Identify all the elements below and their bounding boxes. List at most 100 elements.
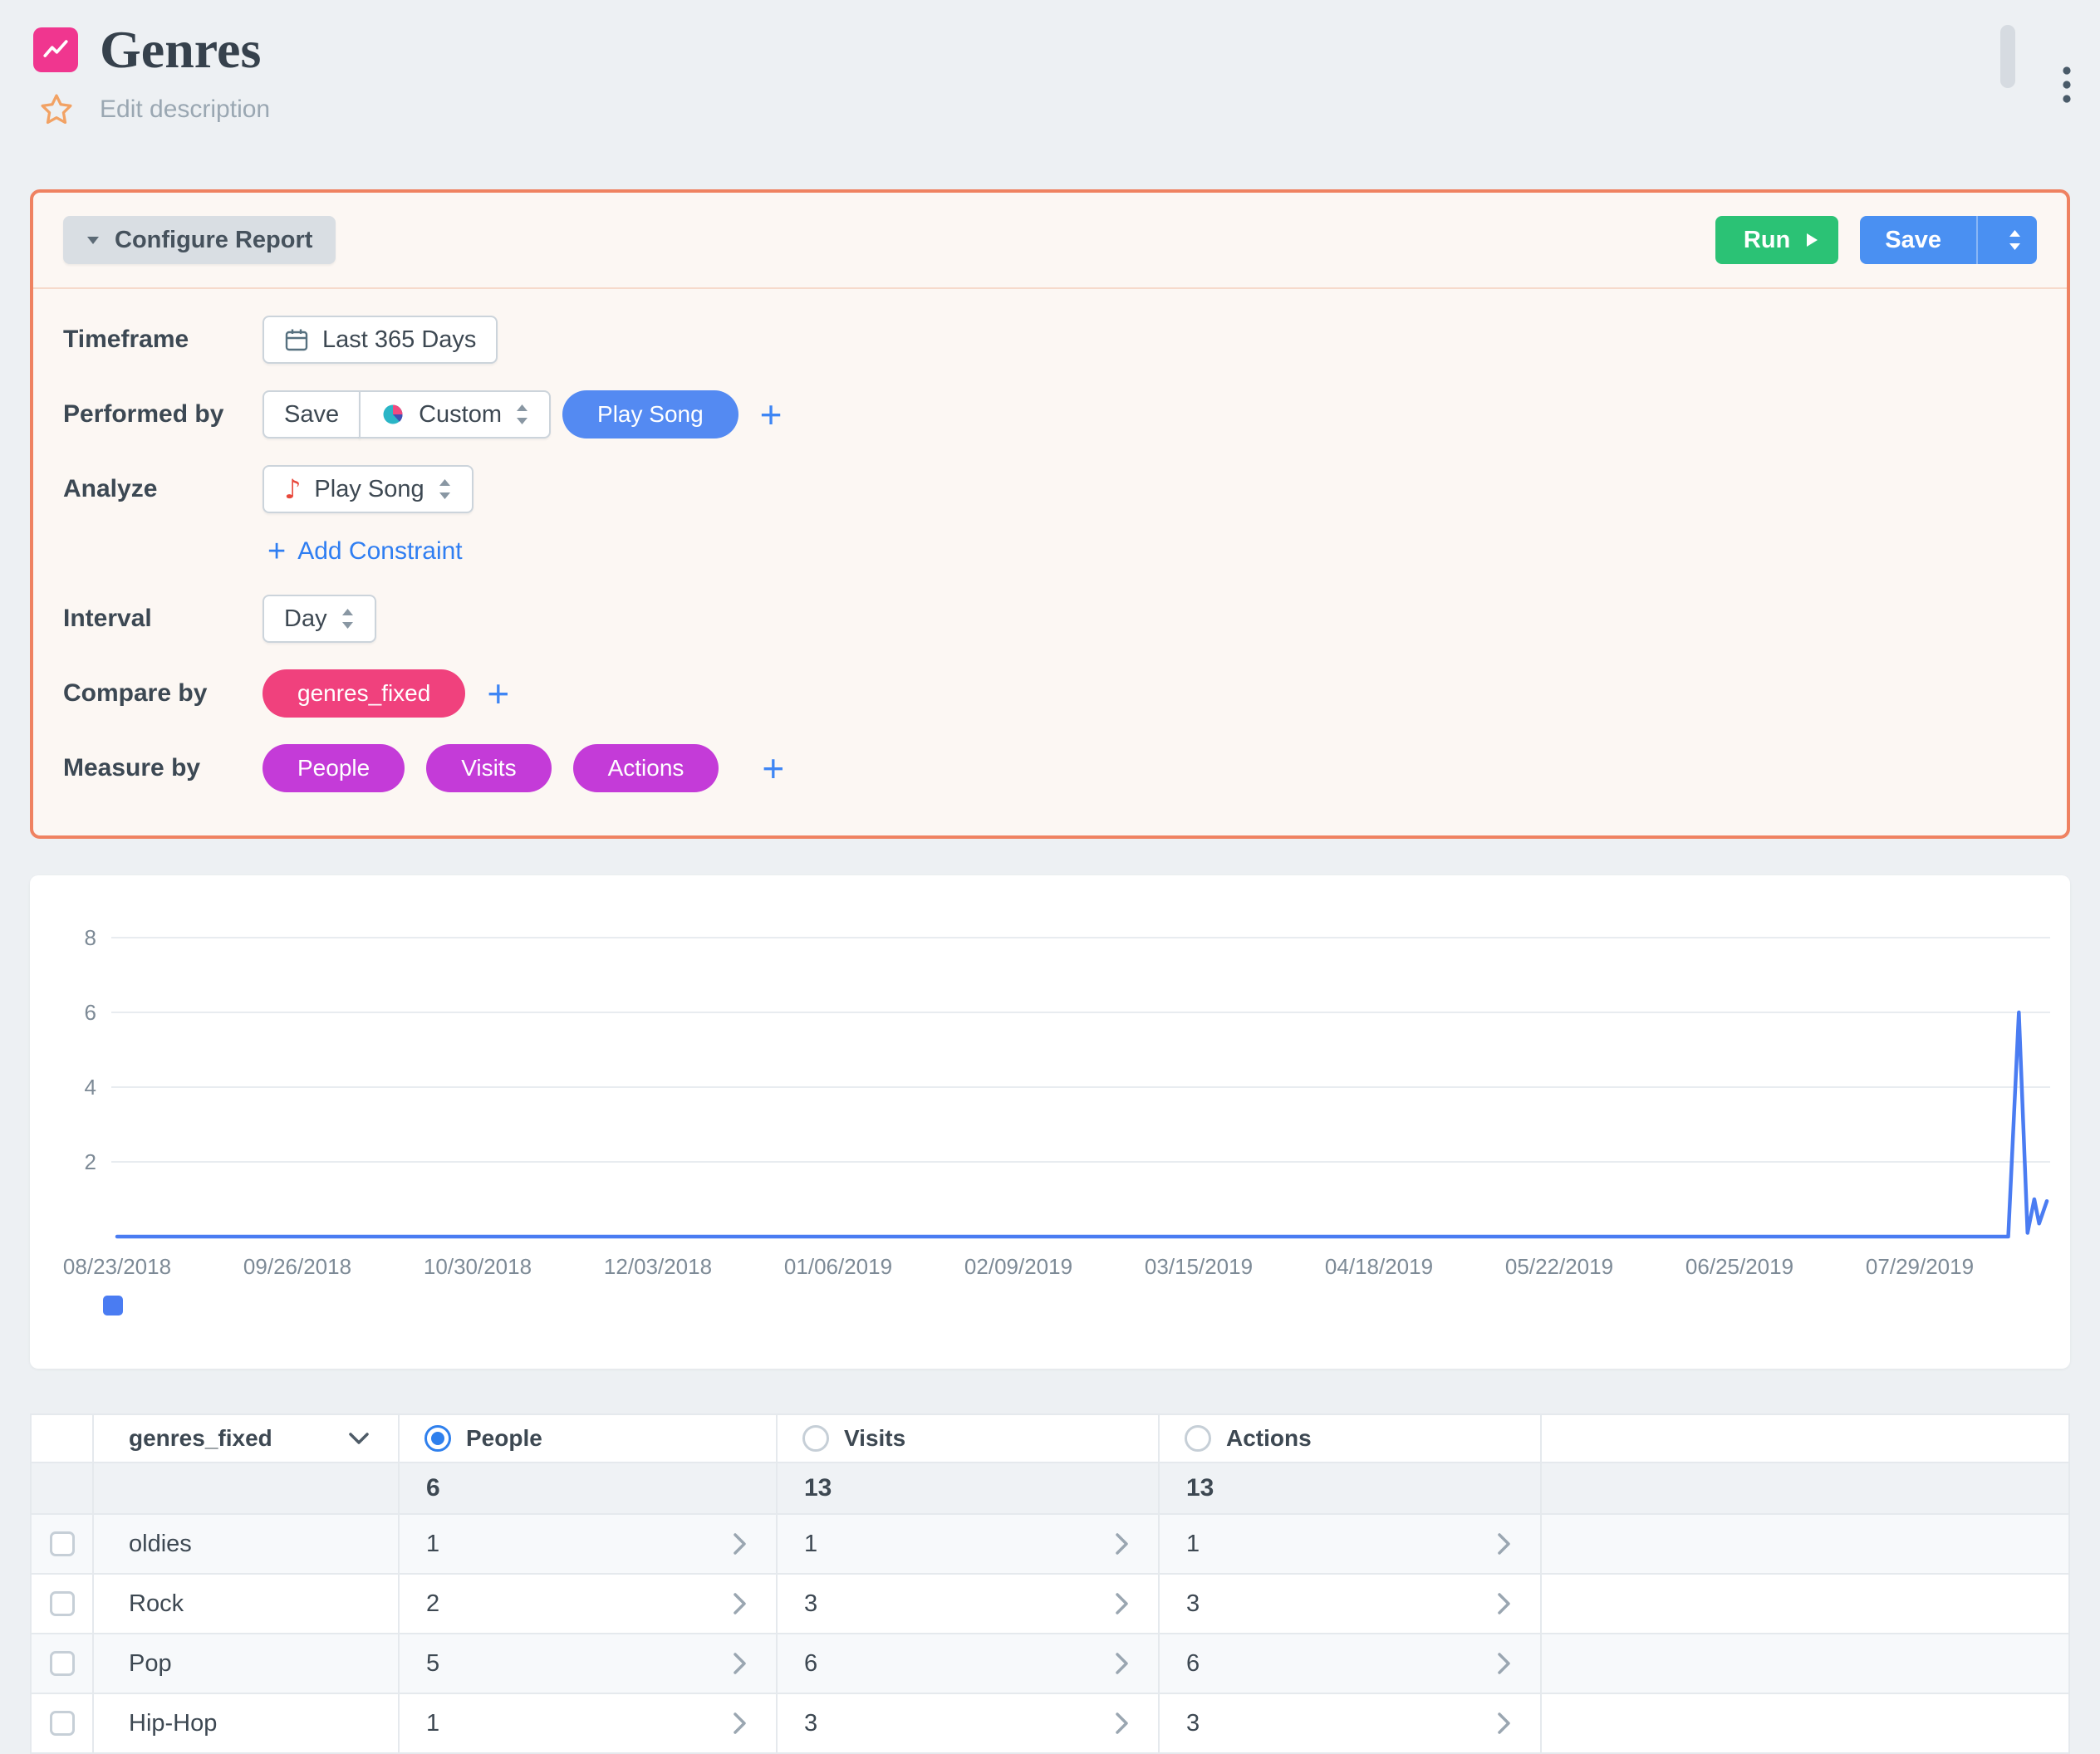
save-button[interactable]: Save — [1860, 216, 2037, 264]
plus-icon: + — [267, 534, 287, 569]
save-split-divider — [1976, 216, 1978, 264]
panel-actions: Run Save — [1715, 216, 2037, 264]
report-type-icon — [33, 27, 78, 72]
header-checkbox-cell — [30, 1413, 94, 1463]
row-checkbox[interactable] — [49, 1591, 75, 1616]
title-block: Genres Edit description — [33, 23, 270, 128]
table-row: Rock 2 3 3 — [30, 1573, 2070, 1634]
svg-text:06/25/2019: 06/25/2019 — [1685, 1254, 1793, 1279]
cell-value: 1 — [426, 1530, 440, 1557]
segment-save-button[interactable]: Save — [262, 390, 361, 438]
svg-text:08/23/2018: 08/23/2018 — [63, 1254, 171, 1279]
configure-report-button[interactable]: Configure Report — [63, 216, 336, 264]
visits-value-cell[interactable]: 1 — [778, 1531, 1158, 1558]
chevron-right-icon[interactable] — [1497, 1651, 1512, 1676]
timeframe-button[interactable]: Last 365 Days — [262, 316, 498, 364]
svg-text:6: 6 — [85, 1000, 96, 1025]
svg-text:05/22/2019: 05/22/2019 — [1505, 1254, 1613, 1279]
visits-value-cell[interactable]: 3 — [778, 1590, 1158, 1618]
actions-radio[interactable] — [1185, 1425, 1211, 1452]
chevron-right-icon[interactable] — [1115, 1531, 1130, 1556]
svg-text:4: 4 — [85, 1075, 96, 1100]
compare-by-label: Compare by — [63, 679, 208, 707]
performed-by-event-pill[interactable]: Play Song — [562, 390, 738, 438]
people-label: People — [466, 1425, 542, 1451]
measure-pill[interactable]: Visits — [426, 744, 552, 792]
row-checkbox[interactable] — [49, 1711, 75, 1736]
people-value-cell[interactable]: 1 — [400, 1710, 776, 1737]
visits-value-cell[interactable]: 6 — [778, 1650, 1158, 1678]
actions-value-cell[interactable]: 6 — [1160, 1650, 1540, 1678]
chevron-right-icon[interactable] — [1115, 1651, 1130, 1676]
cell-value: 6 — [804, 1649, 818, 1677]
scrollbar-thumb[interactable] — [2000, 25, 2015, 88]
people-value-cell[interactable]: 2 — [400, 1590, 776, 1618]
add-performed-by-button[interactable]: + — [752, 395, 791, 434]
chevron-right-icon[interactable] — [1115, 1711, 1130, 1736]
edit-description-link[interactable]: Edit description — [100, 96, 271, 123]
header-people: People — [398, 1413, 778, 1463]
actions-value-cell[interactable]: 1 — [1160, 1531, 1540, 1558]
chevron-right-icon[interactable] — [1115, 1591, 1130, 1616]
people-radio[interactable] — [424, 1425, 451, 1452]
add-measure-button[interactable]: + — [753, 749, 792, 787]
segment-custom-dropdown[interactable]: Custom — [359, 390, 552, 438]
header-genres-fixed[interactable]: genres_fixed — [92, 1413, 400, 1463]
measure-by-row: Measure by People Visits Actions + — [63, 744, 2037, 792]
chevron-down-icon[interactable] — [348, 1432, 370, 1445]
measure-pill[interactable]: People — [262, 744, 405, 792]
header-visits: Visits — [776, 1413, 1160, 1463]
chevron-right-icon[interactable] — [1497, 1591, 1512, 1616]
kebab-menu-icon[interactable] — [2062, 65, 2072, 105]
measure-pill[interactable]: Actions — [572, 744, 719, 792]
svg-text:07/29/2019: 07/29/2019 — [1866, 1254, 1974, 1279]
updown-arrows-icon — [439, 479, 450, 499]
chevron-right-icon[interactable] — [733, 1531, 748, 1556]
analyze-label: Analyze — [63, 475, 158, 502]
actions-value-cell[interactable]: 3 — [1160, 1710, 1540, 1737]
people-value-cell[interactable]: 5 — [400, 1650, 776, 1678]
save-dropdown-arrows-icon[interactable] — [1993, 228, 2037, 252]
analyze-row: Analyze ♪ Play Song — [63, 465, 2037, 513]
empty-cell — [1540, 1693, 2070, 1754]
interval-dropdown[interactable]: Day — [262, 595, 376, 643]
totals-empty-cell — [1540, 1462, 2070, 1515]
music-note-icon: ♪ — [284, 473, 302, 505]
updown-arrows-icon — [517, 404, 528, 424]
measure-by-label: Measure by — [63, 754, 201, 781]
cell-value: 3 — [804, 1590, 818, 1617]
visits-value-cell[interactable]: 3 — [778, 1710, 1158, 1737]
performed-by-label: Performed by — [63, 400, 224, 428]
run-button[interactable]: Run — [1715, 216, 1839, 264]
chevron-right-icon[interactable] — [1497, 1711, 1512, 1736]
add-constraint-link[interactable]: + Add Constraint — [262, 535, 468, 568]
favorite-star-icon[interactable] — [33, 91, 80, 128]
add-compare-button[interactable]: + — [478, 674, 518, 713]
svg-text:01/06/2019: 01/06/2019 — [784, 1254, 892, 1279]
actions-value-cell[interactable]: 3 — [1160, 1590, 1540, 1618]
totals-genre-cell — [92, 1462, 400, 1515]
chevron-right-icon[interactable] — [733, 1591, 748, 1616]
chevron-right-icon[interactable] — [733, 1651, 748, 1676]
line-chart: 2 4 6 8 08/23/2018 09/26/2018 10/30/2018 12/03/… — [63, 925, 2050, 1316]
visits-radio[interactable] — [802, 1425, 829, 1452]
compare-by-pill[interactable]: genres_fixed — [262, 669, 466, 718]
timeframe-value: Last 365 Days — [322, 326, 477, 353]
analyze-event-dropdown[interactable]: ♪ Play Song — [262, 465, 473, 513]
cell-value: 3 — [1186, 1590, 1200, 1617]
row-checkbox[interactable] — [49, 1531, 75, 1556]
save-label: Save — [1885, 226, 1941, 253]
svg-text:04/18/2019: 04/18/2019 — [1325, 1254, 1433, 1279]
svg-text:12/03/2018: 12/03/2018 — [604, 1254, 712, 1279]
page-title: Genres — [100, 20, 262, 79]
chevron-right-icon[interactable] — [733, 1711, 748, 1736]
chevron-right-icon[interactable] — [1497, 1531, 1512, 1556]
configure-report-panel: Configure Report Run Save — [30, 189, 2070, 839]
people-value-cell[interactable]: 1 — [400, 1531, 776, 1558]
page-header: Genres Edit description — [0, 0, 2100, 128]
row-checkbox[interactable] — [49, 1651, 75, 1676]
line-chart-icon — [43, 40, 68, 57]
updown-arrows-icon — [341, 609, 353, 629]
panel-divider — [33, 287, 2067, 289]
svg-text:2: 2 — [85, 1149, 96, 1174]
